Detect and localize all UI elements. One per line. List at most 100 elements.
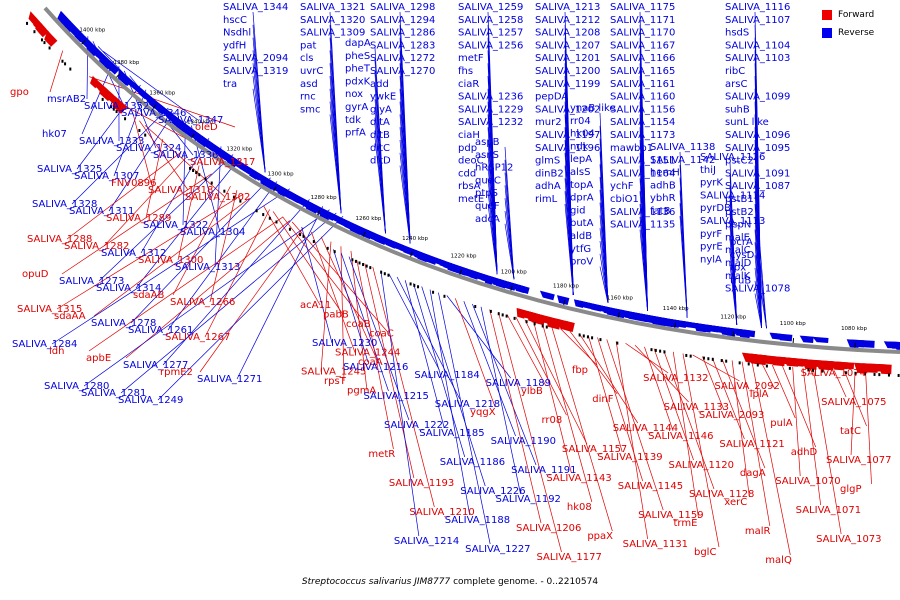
label-line — [76, 84, 141, 170]
caption-rest: complete genome. - 0..2210574 — [450, 577, 599, 587]
label-line — [731, 360, 750, 498]
gene-label: SALIVA_1347 — [158, 115, 223, 126]
label-line — [252, 88, 266, 173]
marker-dot — [689, 354, 692, 358]
marker-dot — [663, 350, 666, 354]
genome-backbone — [43, 6, 900, 354]
gene-label: hk04 — [570, 129, 595, 140]
gene-label: Nsdhl — [223, 28, 251, 39]
marker-dot — [497, 312, 500, 316]
gene-label: rbsA — [458, 181, 481, 192]
label-line — [480, 306, 521, 495]
gene-label: ywkE — [370, 92, 396, 103]
gene-label: SALIVA_1311 — [69, 206, 134, 217]
label-line — [83, 209, 330, 387]
label-line — [380, 270, 420, 537]
gene-label: SALIVA_1139 — [597, 452, 662, 463]
gene-label: SALIVA_1273 — [59, 276, 124, 287]
gene-label: dltD — [370, 156, 391, 167]
gene-label: ciaR — [458, 79, 479, 90]
gene-feature-205 — [741, 329, 756, 338]
gene-label: SALIVA_1245 — [301, 367, 366, 378]
gene-feature-4 — [37, 23, 49, 38]
gene-label: SALIVA_1206 — [516, 523, 581, 534]
gene-label: SALIVA_1070 — [775, 476, 840, 487]
marker-dot — [654, 348, 657, 352]
label-line — [199, 227, 304, 373]
gene-label: malE — [725, 232, 750, 243]
gene-label: SALIVA_1161 — [610, 79, 675, 90]
gene-label: SALIVA_1325 — [37, 164, 102, 175]
gene-label: metR — [368, 449, 395, 460]
label-line — [61, 173, 212, 275]
gene-label: SALIVA_1074 — [801, 368, 866, 379]
gene-label: SALIVA_1222 — [384, 420, 449, 431]
gene-label: pdxK — [345, 76, 371, 87]
gene-feature-213 — [775, 333, 793, 342]
label-line — [587, 335, 623, 453]
marker-dot — [474, 305, 477, 309]
gene-features — [26, 10, 900, 377]
gene-label: SALIVA_2093 — [699, 410, 764, 421]
gene-label: SALIVA_1294 — [370, 15, 435, 26]
gene-label: ytfG — [570, 244, 591, 255]
gene-feature-227 — [839, 361, 855, 370]
marker-dot — [262, 213, 265, 217]
marker-dot — [33, 30, 36, 34]
gene-label: SALIVA_1096 — [725, 130, 790, 141]
gene-label: dagA — [740, 468, 766, 479]
gene-feature-231 — [859, 340, 875, 348]
gene-label: rr04 — [570, 116, 591, 127]
gene-label: SALIVA_1258 — [458, 15, 523, 26]
marker-dot — [725, 359, 728, 363]
legend-forward-swatch — [822, 10, 832, 20]
marker-dot — [738, 361, 741, 365]
marker-dot — [380, 270, 383, 274]
label-line — [682, 353, 720, 548]
marker-dot — [685, 353, 688, 357]
marker-dot — [232, 195, 235, 199]
gene-label: SALIVA_1166 — [610, 53, 675, 64]
gene-label: lepA — [570, 154, 592, 165]
gene-label: SALIVA_1328 — [32, 199, 97, 210]
gene-label: glyA — [370, 104, 392, 115]
marker-dot — [582, 334, 585, 338]
gene-label: SALIVA_1277 — [123, 360, 188, 371]
marker-dot — [586, 335, 589, 339]
gene-label: cdd — [458, 168, 476, 179]
label-line — [578, 333, 639, 424]
tick-label: 1200 kbp — [501, 269, 527, 275]
marker-dot — [873, 372, 876, 376]
label-line — [599, 266, 609, 303]
gene-label: SALIVA_1281 — [81, 388, 146, 399]
gene-label: SALIVA_1324 — [116, 143, 181, 154]
gene-label: SALIVA_1218 — [435, 399, 500, 410]
gene-label: topA — [570, 180, 593, 191]
legend-reverse: Reverse — [822, 26, 892, 40]
tick-label: 1120 kbp — [720, 314, 746, 320]
tick-mark — [362, 231, 366, 237]
label-line — [272, 211, 344, 315]
label-line — [472, 303, 537, 466]
gene-label: ldh — [49, 346, 64, 357]
gene-label: SALIVA_1077 — [826, 455, 891, 466]
gene-label: SALIVA_1126 — [700, 152, 765, 163]
gene-label: mawbp1 — [610, 143, 653, 154]
gene-label: nox — [345, 89, 363, 100]
gene-label: smc — [300, 104, 320, 115]
gene-label: SALIVA_1230 — [312, 338, 377, 349]
gene-label: rimL — [535, 194, 558, 205]
label-line — [429, 289, 471, 516]
label-line — [263, 205, 321, 306]
marker-dot — [413, 283, 416, 287]
gene-label: metF — [458, 53, 484, 64]
gene-label: tra — [223, 79, 237, 90]
gene-label: oleD — [195, 122, 218, 133]
marker-dot — [333, 250, 336, 254]
gene-label: SALIVA_1286 — [370, 28, 435, 39]
label-line — [597, 337, 644, 482]
gene-label: hemH — [650, 168, 680, 179]
gene-label: SALIVA_1300 — [138, 255, 203, 266]
gene-label: msrAB2 — [47, 94, 86, 105]
gene-label: tdk — [345, 115, 361, 126]
